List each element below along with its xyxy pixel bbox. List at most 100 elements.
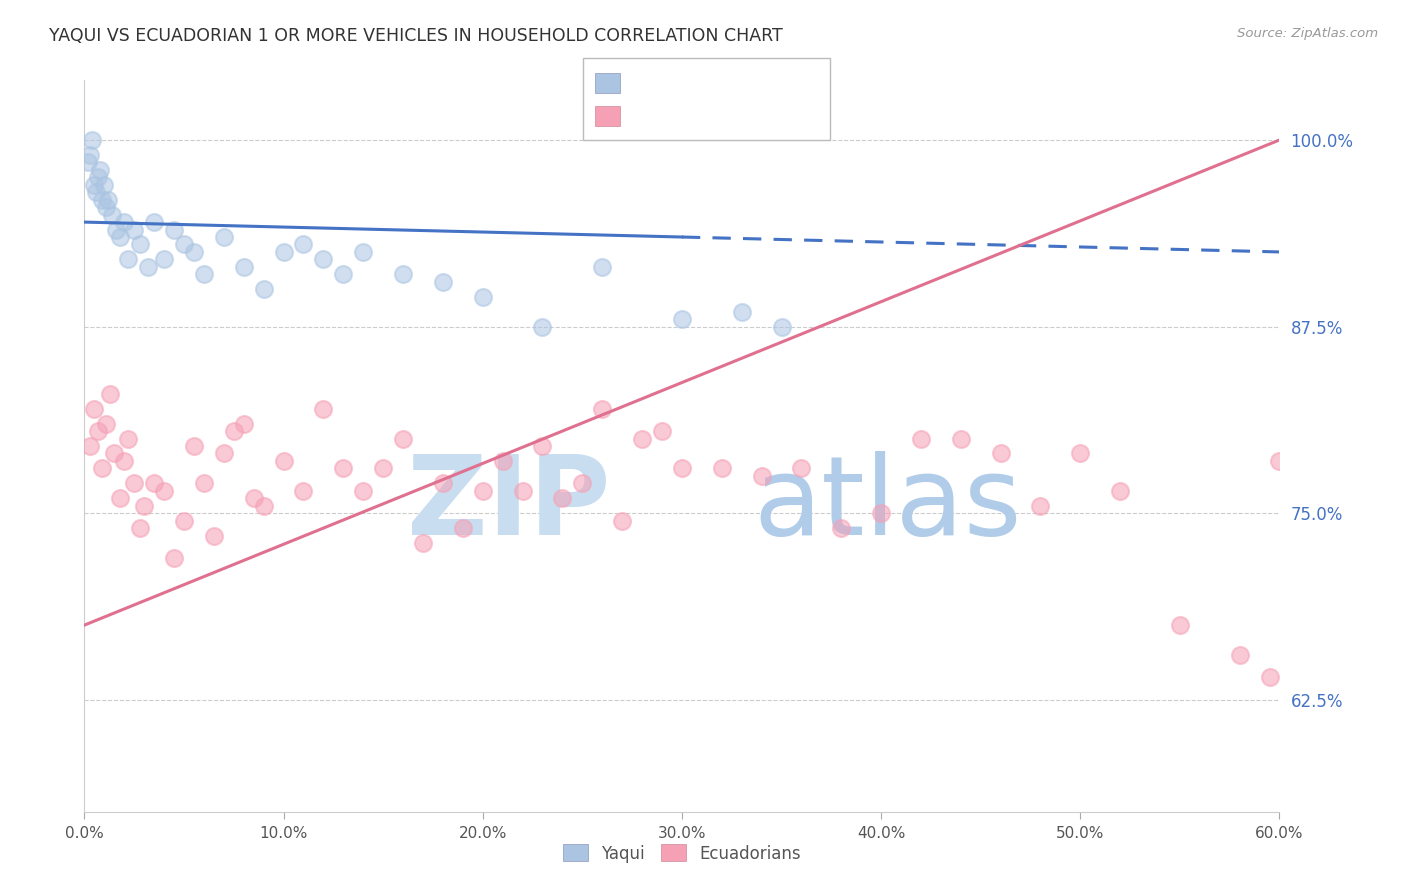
Point	[1268, 454, 1291, 468]
Point	[292, 483, 315, 498]
Point	[163, 551, 186, 566]
Point	[512, 483, 534, 498]
Point	[173, 514, 195, 528]
Point	[83, 401, 105, 416]
Point	[1229, 648, 1251, 662]
Point	[117, 252, 139, 267]
Point	[910, 432, 932, 446]
Point	[222, 424, 245, 438]
Point	[651, 424, 673, 438]
Point	[731, 304, 754, 318]
Point	[1109, 483, 1132, 498]
Point	[1069, 446, 1091, 460]
Point	[710, 461, 733, 475]
Text: R = -0.036   N = 41: R = -0.036 N = 41	[631, 74, 803, 92]
Point	[89, 162, 111, 177]
Point	[143, 476, 166, 491]
Point	[93, 178, 115, 192]
Point	[571, 476, 593, 491]
Point	[83, 178, 105, 192]
Legend: Yaqui, Ecuadorians: Yaqui, Ecuadorians	[555, 838, 808, 869]
Point	[870, 506, 893, 520]
Point	[193, 476, 215, 491]
Text: Source: ZipAtlas.com: Source: ZipAtlas.com	[1237, 27, 1378, 40]
Point	[551, 491, 574, 506]
Text: R =  0.300   N = 61: R = 0.300 N = 61	[631, 107, 801, 125]
Point	[949, 432, 972, 446]
Point	[129, 237, 152, 252]
Point	[136, 260, 159, 274]
Point	[117, 432, 139, 446]
Point	[751, 468, 773, 483]
Point	[432, 275, 454, 289]
Point	[105, 222, 128, 236]
Point	[212, 230, 235, 244]
Point	[86, 186, 108, 200]
Point	[143, 215, 166, 229]
Point	[110, 230, 132, 244]
Point	[79, 439, 101, 453]
Point	[132, 499, 156, 513]
Point	[253, 282, 276, 296]
Point	[173, 237, 195, 252]
Point	[471, 483, 494, 498]
Point	[373, 461, 395, 475]
Point	[183, 439, 205, 453]
Point	[98, 386, 121, 401]
Point	[193, 268, 215, 282]
Point	[110, 491, 132, 506]
Point	[153, 252, 176, 267]
Point	[612, 514, 634, 528]
Point	[163, 222, 186, 236]
Point	[591, 401, 613, 416]
Point	[312, 252, 335, 267]
Point	[202, 528, 225, 542]
Point	[432, 476, 454, 491]
Point	[312, 401, 335, 416]
Point	[531, 319, 554, 334]
Point	[412, 536, 434, 550]
Point	[87, 424, 110, 438]
Point	[96, 417, 118, 431]
Point	[253, 499, 276, 513]
Point	[101, 208, 124, 222]
Point	[1258, 670, 1281, 684]
Point	[273, 244, 295, 259]
Point	[392, 432, 415, 446]
Point	[830, 521, 852, 535]
Point	[471, 290, 494, 304]
Text: atlas: atlas	[754, 451, 1022, 558]
Point	[129, 521, 152, 535]
Point	[451, 521, 474, 535]
Point	[232, 417, 254, 431]
Point	[770, 319, 793, 334]
Point	[77, 155, 100, 169]
Point	[232, 260, 254, 274]
Point	[79, 148, 101, 162]
Point	[332, 268, 354, 282]
Point	[87, 170, 110, 185]
Point	[292, 237, 315, 252]
Point	[1029, 499, 1052, 513]
Point	[352, 483, 374, 498]
Point	[96, 200, 118, 214]
Point	[671, 312, 693, 326]
Point	[990, 446, 1012, 460]
Point	[97, 193, 120, 207]
Point	[112, 215, 135, 229]
Point	[352, 244, 374, 259]
Point	[91, 193, 114, 207]
Text: ZIP: ZIP	[406, 451, 610, 558]
Point	[671, 461, 693, 475]
Point	[183, 244, 205, 259]
Point	[82, 133, 104, 147]
Point	[242, 491, 264, 506]
Point	[392, 268, 415, 282]
Point	[122, 476, 145, 491]
Point	[591, 260, 613, 274]
Point	[631, 432, 654, 446]
Point	[332, 461, 354, 475]
Point	[790, 461, 813, 475]
Point	[153, 483, 176, 498]
Point	[273, 454, 295, 468]
